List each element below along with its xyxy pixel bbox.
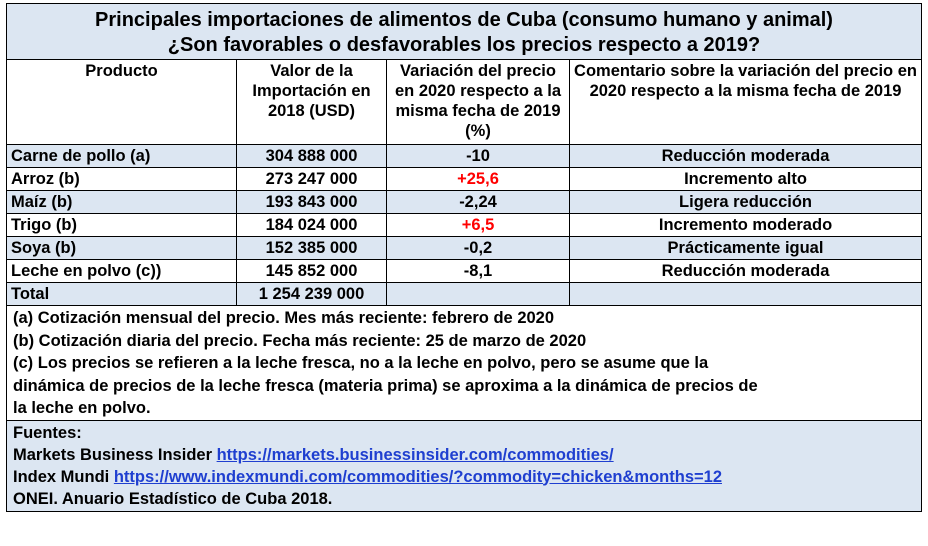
table-row: Arroz (b) 273 247 000 +25,6 Incremento a… [6,167,923,191]
row-variation: -2,24 [386,190,570,214]
row-variation: -10 [386,144,570,168]
footnote-c-line-2: dinámica de precios de la leche fresca (… [13,376,758,395]
row-product: Leche en polvo (c)) [6,259,237,283]
row-comment: Reducción moderada [568,144,923,168]
source-1-name: Markets Business Insider [13,445,212,464]
table-row: Maíz (b) 193 843 000 -2,24 Ligera reducc… [6,190,923,214]
title-line-2: ¿Son favorables o desfavorables los prec… [167,34,761,56]
source-1-link[interactable]: https://markets.businessinsider.com/comm… [216,445,614,464]
row-product: Arroz (b) [6,167,237,191]
header-product: Producto [6,59,237,145]
table-title: Principales importaciones de alimentos d… [5,3,923,60]
row-variation: +25,6 [386,167,570,191]
source-2-name: Index Mundi [13,467,110,486]
source-1: Markets Business Insider https://markets… [13,444,915,466]
table-row: Carne de pollo (a) 304 888 000 -10 Reduc… [6,144,923,168]
row-value: 184 024 000 [236,213,387,237]
row-variation: -8,1 [386,259,570,283]
row-comment: Ligera reducción [568,190,923,214]
row-value: 152 385 000 [236,236,387,260]
row-comment: Prácticamente igual [568,236,923,260]
table-row: Soya (b) 152 385 000 -0,2 Prácticamente … [6,236,923,260]
imports-table-container: Principales importaciones de alimentos d… [5,3,923,512]
footnote-a: (a) Cotización mensual del precio. Mes m… [13,309,555,327]
source-2-link[interactable]: https://www.indexmundi.com/commodities/?… [113,467,722,486]
header-row: Producto Valor de la Importación en 2018… [6,59,923,145]
table-row: Leche en polvo (c)) 145 852 000 -8,1 Red… [6,259,923,283]
table-row: Trigo (b) 184 024 000 +6,5 Incremento mo… [6,213,923,237]
total-label: Total [6,282,237,306]
header-comment: Comentario sobre la variación del precio… [568,59,923,145]
source-2: Index Mundi https://www.indexmundi.com/c… [13,466,915,488]
row-variation: +6,5 [386,213,570,237]
total-row: Total 1 254 239 000 [6,282,923,306]
total-variation-empty [386,282,570,306]
footnote-b: (b) Cotización diaria del precio. Fecha … [13,331,587,350]
title-line-1: Principales importaciones de alimentos d… [95,9,833,31]
imports-table: Principales importaciones de alimentos d… [5,3,923,512]
row-comment: Incremento alto [568,167,923,191]
row-comment: Incremento moderado [568,213,923,237]
sources-heading: Fuentes: [13,423,82,442]
sources: Fuentes: Markets Business Insider https:… [5,419,923,512]
header-value: Valor de la Importación en 2018 (USD) [236,59,387,145]
footnote-c-line-3: la leche en polvo. [13,399,151,417]
row-variation: -0,2 [386,236,570,260]
footnote-c-line-1: (c) Los precios se refieren a la leche f… [13,354,709,372]
row-product: Soya (b) [6,236,237,260]
total-comment-empty [568,282,923,306]
row-product: Trigo (b) [6,213,237,237]
row-value: 273 247 000 [236,167,387,191]
row-comment: Reducción moderada [568,259,923,283]
row-value: 145 852 000 [236,259,387,283]
row-product: Maíz (b) [6,190,237,214]
row-value: 304 888 000 [236,144,387,168]
footnotes: (a) Cotización mensual del precio. Mes m… [5,305,923,421]
total-value: 1 254 239 000 [236,282,387,306]
row-product: Carne de pollo (a) [6,144,237,168]
header-variation: Variación del precio en 2020 respecto a … [386,59,570,145]
source-3: ONEI. Anuario Estadístico de Cuba 2018. [13,489,333,508]
row-value: 193 843 000 [236,190,387,214]
